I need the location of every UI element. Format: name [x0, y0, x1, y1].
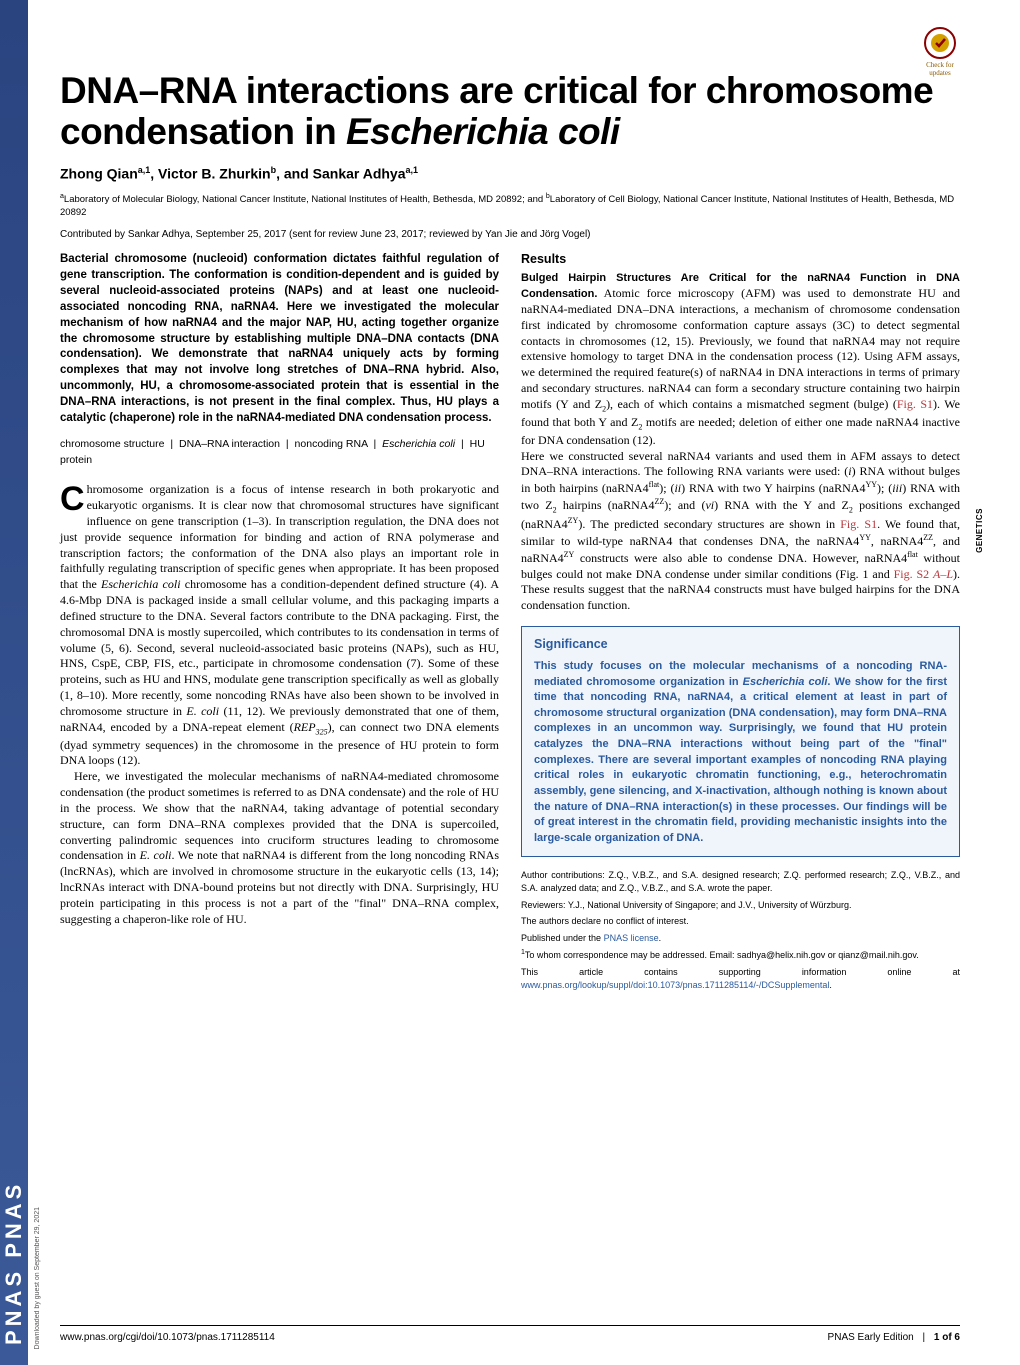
article-title: DNA–RNA interactions are critical for ch… — [60, 70, 960, 153]
dropcap: C — [60, 482, 87, 514]
title-line2a: condensation in — [60, 111, 346, 152]
fn-correspondence: 1To whom correspondence may be addressed… — [521, 948, 960, 962]
affiliations: aLaboratory of Molecular Biology, Nation… — [60, 192, 960, 220]
section-side-label: GENETICS — [975, 508, 984, 553]
check-updates-icon — [923, 26, 957, 60]
footer-edition: PNAS Early Edition — [828, 1332, 914, 1343]
abstract: Bacterial chromosome (nucleoid) conforma… — [60, 252, 499, 426]
significance-box: Significance This study focuses on the m… — [521, 626, 960, 857]
footnotes: Author contributions: Z.Q., V.B.Z., and … — [521, 869, 960, 991]
title-species: Escherichia coli — [346, 111, 620, 152]
contributed-line: Contributed by Sankar Adhya, September 2… — [60, 229, 960, 240]
fn-supplemental: This article contains supporting informa… — [521, 966, 960, 991]
footer-pagenum: 1 of 6 — [934, 1332, 960, 1343]
results-heading: Results — [521, 252, 960, 266]
title-line1: DNA–RNA interactions are critical for ch… — [60, 70, 933, 111]
fn-conflict: The authors declare no conflict of inter… — [521, 915, 960, 928]
page-footer: www.pnas.org/cgi/doi/10.1073/pnas.171128… — [60, 1325, 960, 1343]
fn-supp-text: This article contains supporting informa… — [521, 967, 960, 977]
footer-doi: www.pnas.org/cgi/doi/10.1073/pnas.171128… — [60, 1332, 275, 1343]
intro-p2: Here, we investigated the molecular mech… — [60, 769, 499, 927]
significance-heading: Significance — [534, 637, 947, 651]
pnas-license-link[interactable]: PNAS license — [604, 933, 659, 943]
right-column: Results Bulged Hairpin Structures Are Cr… — [521, 252, 960, 995]
keywords: chromosome structure | DNA–RNA interacti… — [60, 437, 499, 469]
results-p2: Here we constructed several naRNA4 varia… — [521, 449, 960, 614]
fn-author-contrib: Author contributions: Z.Q., V.B.Z., and … — [521, 869, 960, 894]
supplemental-link[interactable]: www.pnas.org/lookup/suppl/doi:10.1073/pn… — [521, 980, 829, 990]
fn-license: Published under the PNAS license. — [521, 932, 960, 945]
left-column: Bacterial chromosome (nucleoid) conforma… — [60, 252, 499, 995]
intro-p1: hromosome organization is a focus of int… — [60, 482, 499, 767]
results-p1: Atomic force microscopy (AFM) was used t… — [521, 286, 960, 447]
fn-reviewers: Reviewers: Y.J., National University of … — [521, 899, 960, 912]
significance-body: This study focuses on the molecular mech… — [534, 659, 947, 846]
results-body: Bulged Hairpin Structures Are Critical f… — [521, 270, 960, 614]
footer-pageinfo: PNAS Early Edition | 1 of 6 — [828, 1332, 960, 1343]
journal-brand-strip: PNAS PNAS — [0, 0, 28, 1365]
fn-license-text: Published under the — [521, 933, 604, 943]
authors: Zhong Qiana,1, Victor B. Zhurkinb, and S… — [60, 165, 960, 182]
download-note: Downloaded by guest on September 29, 202… — [34, 1207, 41, 1349]
intro-body: Chromosome organization is a focus of in… — [60, 482, 499, 927]
